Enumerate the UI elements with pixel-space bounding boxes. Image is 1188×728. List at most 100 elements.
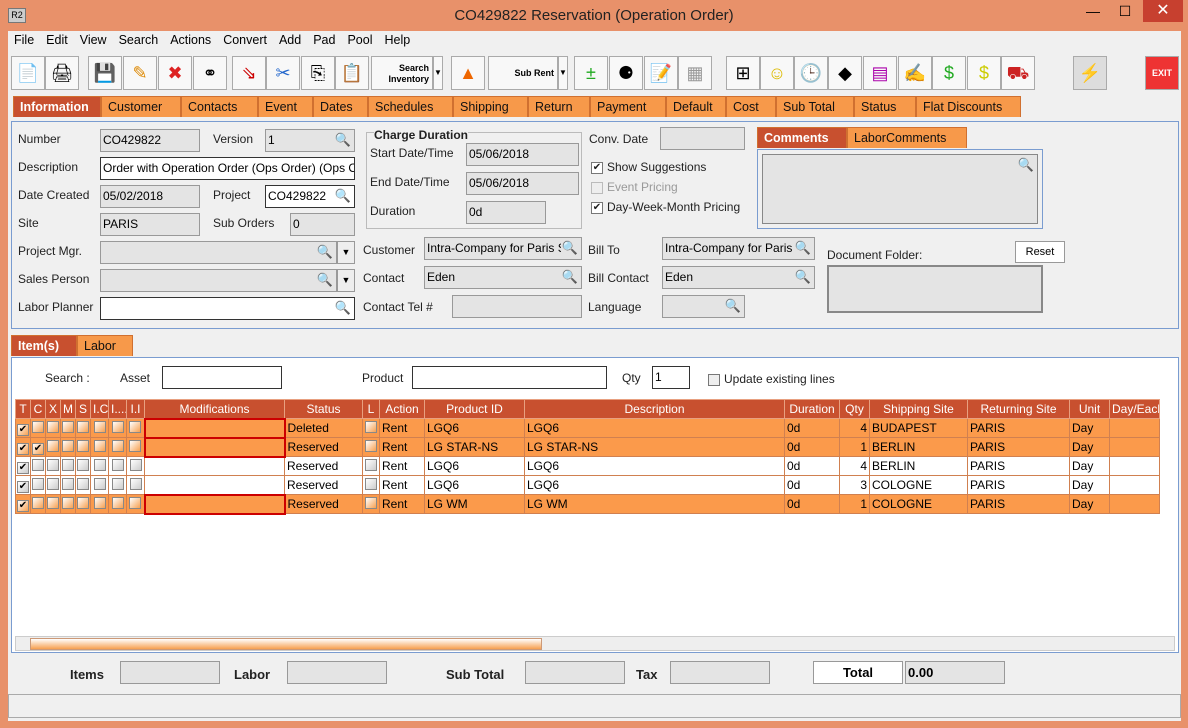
contact-field[interactable]: Eden 🔍 [424, 266, 582, 289]
flag-cell[interactable] [126, 437, 145, 457]
menu-add[interactable]: Add [278, 33, 302, 47]
bill-to-field[interactable]: Intra-Company for Paris Site🔍 [662, 237, 815, 260]
row-checkbox[interactable] [111, 477, 124, 490]
row-checkbox[interactable]: ✔ [17, 423, 29, 436]
row-checkbox[interactable] [93, 420, 106, 433]
l-checkbox[interactable] [365, 458, 377, 471]
eraser-button[interactable]: ◆ [828, 56, 862, 90]
save-button[interactable]: 💾 [88, 56, 122, 90]
flag-cell[interactable] [45, 437, 61, 457]
table-row[interactable]: ✔ Reserved Rent LGQ6 LGQ6 0d 3 COLOGNE PARIS Day [15, 475, 1160, 495]
flag-cell[interactable]: ✔ [15, 494, 31, 514]
row-checkbox[interactable]: ✔ [32, 442, 44, 455]
notepad-button[interactable]: 📝 [644, 56, 678, 90]
tab-schedules[interactable]: Schedules [368, 96, 453, 117]
flag-cell[interactable] [75, 437, 91, 457]
flag-cell[interactable] [30, 418, 46, 438]
search-icon[interactable]: 🔍 [561, 240, 578, 255]
flag-cell[interactable] [75, 418, 91, 438]
row-checkbox[interactable] [32, 496, 44, 509]
flag-cell[interactable] [126, 418, 145, 438]
l-cell[interactable] [362, 437, 380, 457]
flag-cell[interactable] [30, 456, 46, 476]
search-icon[interactable]: 🔍 [1017, 157, 1034, 172]
new-button[interactable]: 📄 [11, 56, 45, 90]
tab-default[interactable]: Default [666, 96, 726, 117]
flag-cell[interactable] [126, 456, 145, 476]
sub-rent-button[interactable]: Sub Rent [488, 56, 558, 90]
row-checkbox[interactable] [77, 458, 89, 471]
row-checkbox[interactable] [62, 496, 74, 509]
l-checkbox[interactable] [365, 439, 377, 452]
menu-pool[interactable]: Pool [347, 33, 373, 47]
row-checkbox[interactable]: ✔ [17, 442, 29, 455]
modifications-cell[interactable] [143, 436, 286, 458]
search-icon[interactable]: 🔍 [794, 240, 811, 255]
conv-date-field[interactable] [660, 127, 745, 150]
row-checkbox[interactable] [32, 420, 44, 433]
cut-button[interactable]: ✂ [266, 56, 300, 90]
search-icon[interactable]: 🔍 [724, 298, 741, 313]
search-inventory-dropdown[interactable]: ▼ [433, 56, 443, 90]
flag-cell[interactable] [90, 437, 109, 457]
project-mgr-dropdown[interactable]: ▼ [337, 241, 355, 264]
start-field[interactable]: 05/06/2018 [466, 143, 579, 166]
column-header[interactable]: C [30, 399, 46, 419]
flag-cell[interactable] [108, 494, 127, 514]
tab-payment[interactable]: Payment [590, 96, 666, 117]
row-checkbox[interactable] [47, 477, 59, 490]
menu-search[interactable]: Search [118, 33, 159, 47]
column-header[interactable]: Returning Site [967, 399, 1070, 419]
row-checkbox[interactable] [77, 496, 89, 509]
flag-cell[interactable] [90, 456, 109, 476]
row-checkbox[interactable] [62, 477, 74, 490]
search-icon[interactable]: 🔍 [334, 132, 351, 147]
tab-information[interactable]: Information [13, 96, 101, 117]
tab-dates[interactable]: Dates [313, 96, 368, 117]
clock-note-button[interactable]: 🕒 [794, 56, 828, 90]
labor-planner-field[interactable]: 🔍 [100, 297, 355, 320]
contact-tel-field[interactable] [452, 295, 582, 318]
add-remove-button[interactable]: ± [574, 56, 608, 90]
qty-input[interactable]: 1 [652, 366, 690, 389]
asset-input[interactable] [162, 366, 282, 389]
flag-cell[interactable] [90, 475, 109, 495]
flag-cell[interactable] [60, 494, 76, 514]
customer-field[interactable]: Intra-Company for Paris Site🔍 [424, 237, 582, 260]
tab-customer[interactable]: Customer [101, 96, 181, 117]
row-checkbox[interactable] [111, 458, 124, 471]
search-inventory-button[interactable]: Search Inventory [371, 56, 433, 90]
version-field[interactable]: 1 🔍 [265, 129, 355, 152]
project-field[interactable]: CO429822 🔍 [265, 185, 355, 208]
lightning-button[interactable]: ⚡ [1073, 56, 1107, 90]
column-header[interactable]: Shipping Site [869, 399, 968, 419]
tab-return[interactable]: Return [528, 96, 590, 117]
row-checkbox[interactable] [47, 439, 59, 452]
scrollbar-thumb[interactable] [30, 638, 542, 650]
row-checkbox[interactable] [129, 439, 142, 452]
close-button[interactable]: ✕ [1143, 0, 1183, 22]
horizontal-scrollbar[interactable] [15, 636, 1175, 651]
column-header[interactable]: Unit [1069, 399, 1110, 419]
column-header[interactable]: S [75, 399, 91, 419]
row-checkbox[interactable] [129, 496, 142, 509]
search-icon[interactable]: 🔍 [334, 300, 351, 315]
search-icon[interactable]: 🔍 [316, 244, 333, 259]
menu-actions[interactable]: Actions [170, 33, 212, 47]
tab-items[interactable]: Item(s) [11, 335, 77, 356]
modifications-cell[interactable] [143, 493, 286, 515]
search-icon[interactable]: 🔍 [561, 269, 578, 284]
grid-button[interactable]: ▤ [863, 56, 897, 90]
row-checkbox[interactable] [129, 458, 142, 471]
flag-cell[interactable] [45, 494, 61, 514]
column-header[interactable]: L [362, 399, 380, 419]
flag-cell[interactable] [45, 418, 61, 438]
truck-button[interactable]: ⛟ [1001, 56, 1035, 90]
menu-help[interactable]: Help [384, 33, 411, 47]
flag-cell[interactable] [45, 456, 61, 476]
row-checkbox[interactable] [93, 458, 106, 471]
column-header[interactable]: Status [284, 399, 363, 419]
flag-cell[interactable] [60, 456, 76, 476]
flag-cell[interactable] [108, 475, 127, 495]
row-checkbox[interactable] [62, 439, 74, 452]
